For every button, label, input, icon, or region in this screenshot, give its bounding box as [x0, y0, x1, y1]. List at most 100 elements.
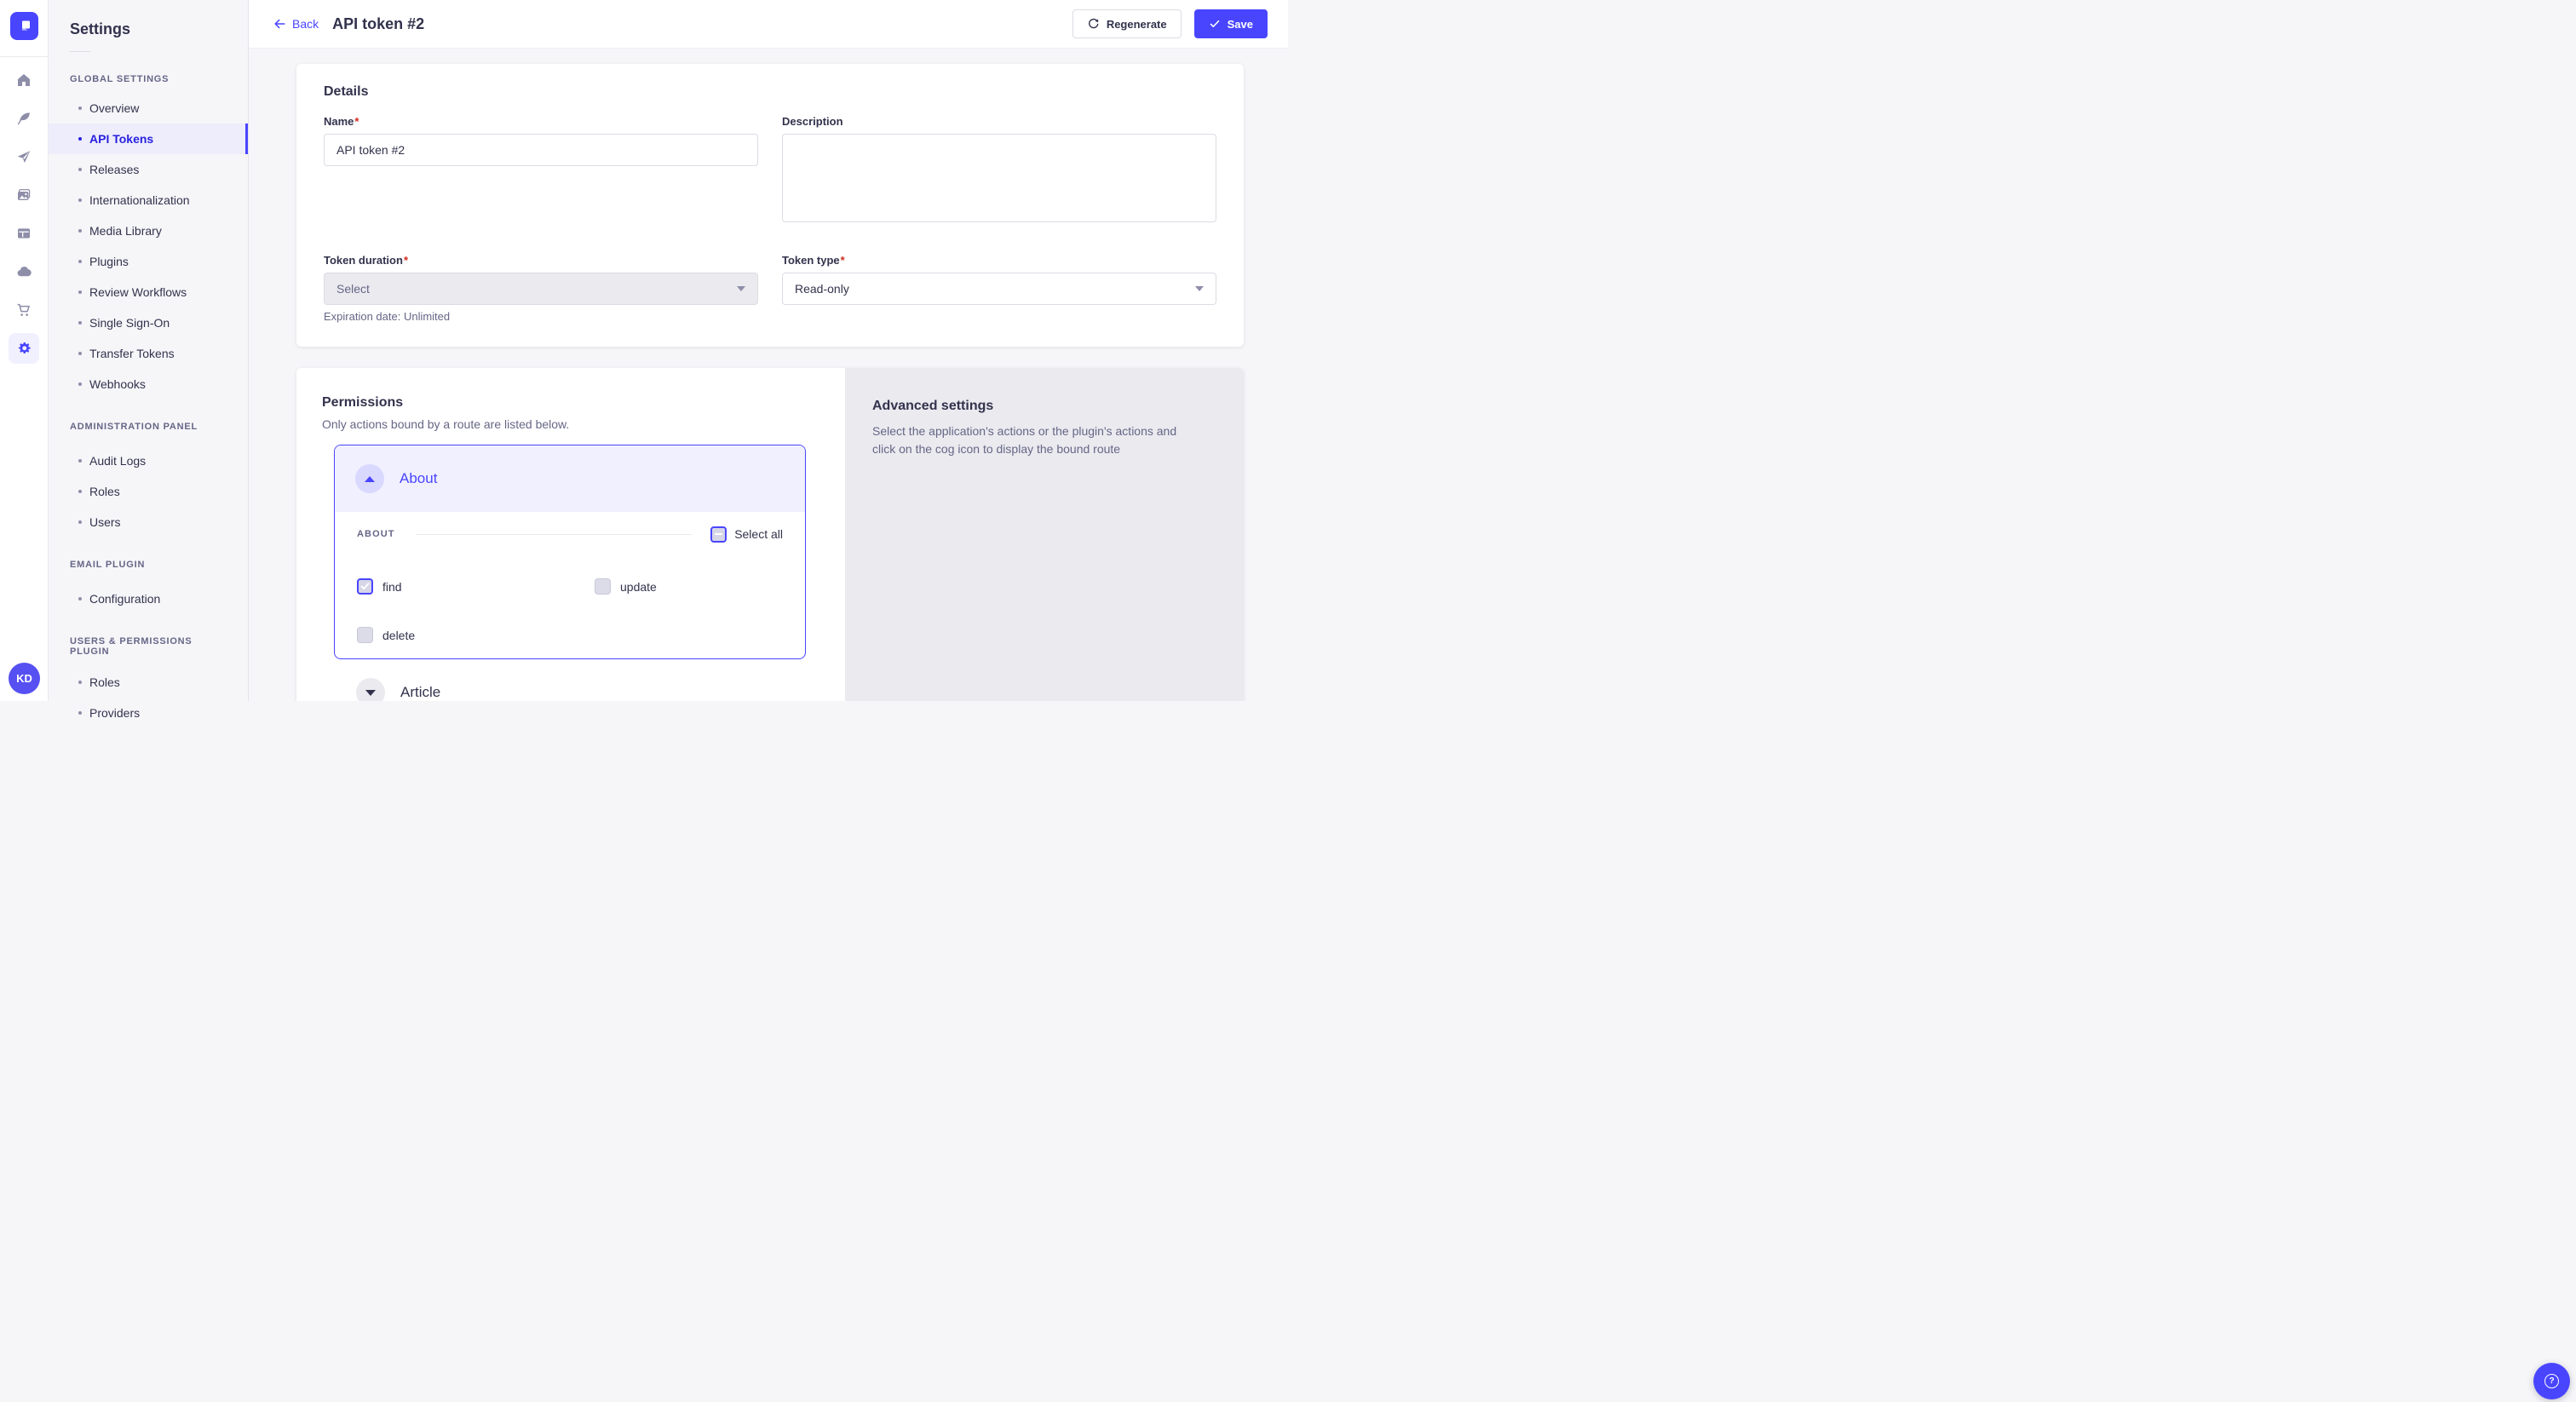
save-button[interactable]: Save [1193, 9, 1268, 38]
layout-icon[interactable] [0, 214, 49, 252]
regenerate-button[interactable]: Regenerate [1072, 9, 1182, 38]
bullet-dot [78, 597, 82, 600]
required-asterisk: * [840, 254, 845, 267]
permission-option-find: find [357, 578, 595, 595]
sidebar-item-email-configuration[interactable]: Configuration [49, 583, 248, 614]
check-icon [360, 583, 370, 589]
help-button[interactable]: ? [2533, 1363, 2570, 1399]
topbar: Back API token #2 Regenerate Save [249, 0, 1288, 49]
about-accordion-body: ABOUT Select all [335, 512, 805, 658]
find-label: find [382, 579, 402, 594]
sidebar-item-single-sign-on[interactable]: Single Sign-On [49, 307, 248, 338]
chevron-down-icon [737, 286, 745, 291]
strapi-logo-icon [21, 20, 30, 31]
article-accordion-header[interactable]: Article [334, 678, 819, 701]
delete-label: delete [382, 628, 416, 642]
sidebar-item-api-tokens[interactable]: API Tokens [49, 124, 248, 154]
cloud-glyph [17, 266, 32, 276]
about-group-row: ABOUT Select all [357, 526, 783, 543]
content-area: Details Name* Description Token duration… [249, 49, 1288, 701]
user-avatar[interactable]: KD [9, 663, 40, 694]
permission-option-update: update [595, 578, 783, 595]
topbar-actions: Regenerate Save [1072, 9, 1268, 38]
sidebar-item-overview[interactable]: Overview [49, 93, 248, 124]
article-accordion-title: Article [400, 684, 441, 700]
duration-field-group: Token duration* Select Expiration date: … [324, 254, 758, 323]
permissions-pane: Permissions Only actions bound by a rout… [296, 368, 845, 701]
select-all-label: Select all [734, 527, 783, 541]
sidebar-item-webhooks[interactable]: Webhooks [49, 369, 248, 399]
description-input[interactable] [782, 134, 1216, 222]
feather-icon[interactable] [0, 99, 49, 137]
settings-subnav: Settings GLOBAL SETTINGS Overview API To… [49, 0, 249, 720]
bullet-dot [78, 198, 82, 202]
sidebar-item-media-library[interactable]: Media Library [49, 215, 248, 246]
sidebar-item-admin-roles[interactable]: Roles [49, 476, 248, 507]
cloud-icon[interactable] [0, 252, 49, 290]
indeterminate-dash-icon [715, 533, 723, 535]
bullet-dot [78, 711, 82, 715]
subnav-divider [70, 51, 90, 52]
media-icon[interactable] [0, 175, 49, 214]
paper-plane-glyph [17, 150, 31, 163]
bullet-dot [78, 321, 82, 325]
description-field-group: Description [782, 115, 1216, 227]
gear-glyph [18, 342, 31, 354]
token-type-label: Token type* [782, 254, 845, 267]
sidebar-item-releases[interactable]: Releases [49, 154, 248, 185]
find-checkbox[interactable] [357, 578, 373, 595]
paper-plane-icon[interactable] [0, 137, 49, 175]
about-accordion-header[interactable]: About [335, 445, 805, 512]
name-input[interactable] [324, 134, 758, 166]
expand-button[interactable] [356, 678, 385, 701]
nav-list-admin: Audit Logs Roles Users [49, 445, 248, 537]
name-label: Name* [324, 115, 359, 128]
description-label: Description [782, 115, 843, 128]
sidebar-item-up-roles[interactable]: Roles [49, 667, 248, 698]
section-label-email-plugin: EMAIL PLUGIN [70, 560, 146, 570]
sidebar-item-admin-users[interactable]: Users [49, 507, 248, 537]
gear-icon[interactable] [0, 329, 49, 367]
permissions-subtitle: Only actions bound by a route are listed… [322, 417, 570, 431]
token-duration-select[interactable]: Select [324, 273, 758, 305]
advanced-settings-panel: Advanced settings Select the application… [845, 368, 1244, 701]
main-area: Back API token #2 Regenerate Save Detail… [249, 0, 1288, 701]
home-icon[interactable] [0, 60, 49, 99]
gear-active-pill [9, 332, 39, 364]
collapse-button[interactable] [355, 464, 384, 493]
cart-icon[interactable] [0, 290, 49, 329]
type-field-group: Token type* Read-only [782, 254, 1216, 305]
strapi-admin: KD Settings GLOBAL SETTINGS Overview API… [0, 0, 1288, 720]
required-asterisk: * [403, 254, 408, 267]
token-type-select[interactable]: Read-only [782, 273, 1216, 305]
sidebar-item-audit-logs[interactable]: Audit Logs [49, 445, 248, 476]
back-link[interactable]: Back [273, 17, 319, 31]
bullet-dot [78, 352, 82, 355]
media-glyph [18, 188, 31, 200]
select-all-checkbox[interactable] [710, 526, 727, 543]
token-duration-label: Token duration* [324, 254, 408, 267]
about-accordion-title: About [400, 470, 438, 486]
bullet-dot [78, 520, 82, 524]
sidebar-item-up-providers[interactable]: Providers [49, 698, 248, 728]
bullet-dot [78, 382, 82, 386]
bullet-dot [78, 229, 82, 233]
question-mark-icon: ? [2544, 1374, 2559, 1388]
required-asterisk: * [354, 115, 359, 128]
sidebar-item-review-workflows[interactable]: Review Workflows [49, 277, 248, 307]
nav-list-email: Configuration [49, 583, 248, 614]
sidebar-item-plugins[interactable]: Plugins [49, 246, 248, 277]
sidebar-item-transfer-tokens[interactable]: Transfer Tokens [49, 338, 248, 369]
back-arrow-icon [274, 19, 285, 29]
permissions-grid: find update delete [357, 578, 783, 643]
permissions-heading: Permissions [322, 395, 404, 410]
rail-divider [0, 56, 49, 57]
section-label-global: GLOBAL SETTINGS [70, 74, 170, 84]
update-checkbox[interactable] [595, 578, 611, 595]
delete-checkbox[interactable] [357, 627, 373, 643]
chevron-up-icon [365, 475, 375, 482]
sidebar-item-internationalization[interactable]: Internationalization [49, 185, 248, 215]
name-field-group: Name* [324, 115, 758, 166]
update-label: update [620, 579, 657, 594]
strapi-logo[interactable] [9, 12, 38, 40]
